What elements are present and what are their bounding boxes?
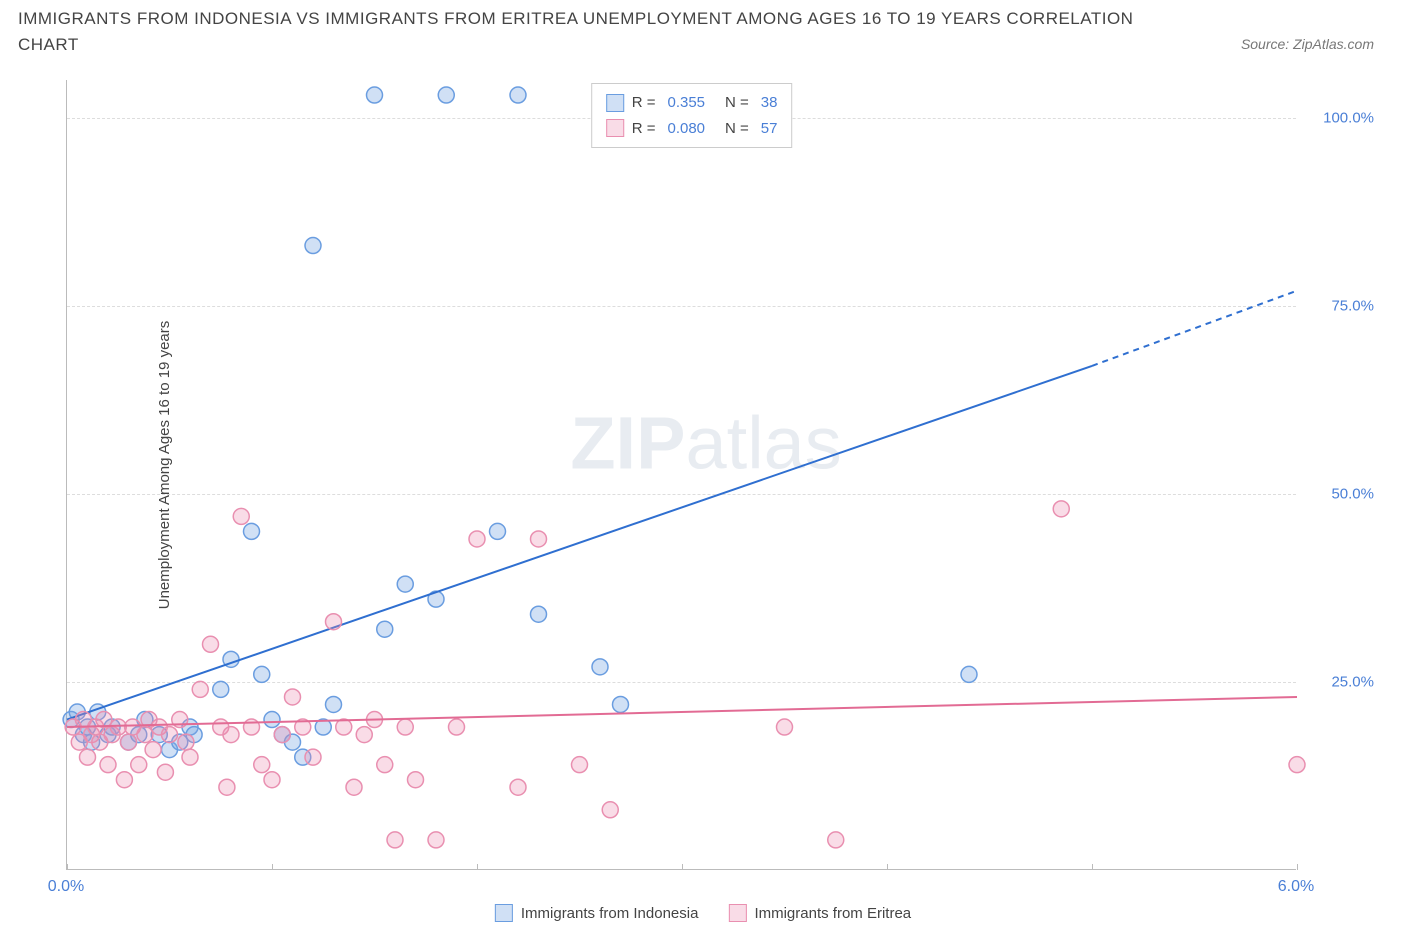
data-point: [428, 832, 444, 848]
data-point: [274, 727, 290, 743]
x-tick-mark: [887, 864, 888, 870]
y-tick-label: 100.0%: [1314, 109, 1374, 126]
y-tick-label: 50.0%: [1314, 485, 1374, 502]
x-tick-mark: [272, 864, 273, 870]
data-point: [285, 689, 301, 705]
legend-swatch-eritrea: [606, 119, 624, 137]
data-point: [1289, 757, 1305, 773]
data-point: [178, 734, 194, 750]
data-point: [192, 681, 208, 697]
x-tick-mark: [1092, 864, 1093, 870]
data-point: [356, 727, 372, 743]
y-tick-label: 75.0%: [1314, 297, 1374, 314]
data-point: [336, 719, 352, 735]
source-label: Source: ZipAtlas.com: [1241, 36, 1374, 52]
data-point: [264, 772, 280, 788]
data-point: [777, 719, 793, 735]
legend-swatch-indonesia: [606, 94, 624, 112]
data-point: [387, 832, 403, 848]
x-tick-label: 6.0%: [1278, 878, 1314, 896]
data-point: [961, 666, 977, 682]
data-point: [377, 621, 393, 637]
x-tick-mark: [1297, 864, 1298, 870]
y-tick-label: 25.0%: [1314, 673, 1374, 690]
plot-svg: [67, 80, 1296, 869]
data-point: [449, 719, 465, 735]
data-point: [254, 757, 270, 773]
data-point: [116, 772, 132, 788]
trend-line-dashed: [1092, 291, 1297, 366]
series-legend-eritrea: Immigrants from Eritrea: [728, 904, 911, 922]
data-point: [613, 696, 629, 712]
data-point: [157, 764, 173, 780]
data-point: [223, 727, 239, 743]
chart-container: IMMIGRANTS FROM INDONESIA VS IMMIGRANTS …: [0, 0, 1406, 930]
trend-line: [67, 697, 1297, 727]
data-point: [326, 614, 342, 630]
series-legend: Immigrants from Indonesia Immigrants fro…: [495, 904, 911, 922]
data-point: [592, 659, 608, 675]
plot-area: ZIPatlas R = 0.355 N = 38 R = 0.080 N = …: [66, 80, 1296, 870]
data-point: [244, 523, 260, 539]
data-point: [469, 531, 485, 547]
x-tick-mark: [477, 864, 478, 870]
data-point: [438, 87, 454, 103]
data-point: [531, 531, 547, 547]
legend-row-indonesia: R = 0.355 N = 38: [606, 90, 778, 116]
data-point: [510, 779, 526, 795]
data-point: [305, 749, 321, 765]
data-point: [326, 696, 342, 712]
data-point: [203, 636, 219, 652]
data-point: [162, 727, 178, 743]
chart-title: IMMIGRANTS FROM INDONESIA VS IMMIGRANTS …: [18, 6, 1138, 57]
data-point: [145, 742, 161, 758]
data-point: [219, 779, 235, 795]
series-legend-indonesia: Immigrants from Indonesia: [495, 904, 699, 922]
data-point: [397, 719, 413, 735]
data-point: [510, 87, 526, 103]
correlation-legend: R = 0.355 N = 38 R = 0.080 N = 57: [591, 83, 793, 148]
data-point: [182, 749, 198, 765]
data-point: [377, 757, 393, 773]
data-point: [397, 576, 413, 592]
data-point: [346, 779, 362, 795]
data-point: [233, 508, 249, 524]
data-point: [1053, 501, 1069, 517]
legend-swatch-icon: [495, 904, 513, 922]
data-point: [490, 523, 506, 539]
data-point: [121, 734, 137, 750]
data-point: [531, 606, 547, 622]
x-tick-mark: [67, 864, 68, 870]
x-tick-mark: [682, 864, 683, 870]
data-point: [254, 666, 270, 682]
trend-line: [67, 366, 1092, 720]
data-point: [131, 757, 147, 773]
data-point: [828, 832, 844, 848]
data-point: [602, 802, 618, 818]
legend-row-eritrea: R = 0.080 N = 57: [606, 116, 778, 142]
data-point: [213, 681, 229, 697]
legend-swatch-icon: [728, 904, 746, 922]
data-point: [305, 238, 321, 254]
x-tick-label: 0.0%: [48, 878, 84, 896]
data-point: [137, 727, 153, 743]
data-point: [264, 712, 280, 728]
data-point: [80, 749, 96, 765]
data-point: [100, 757, 116, 773]
data-point: [408, 772, 424, 788]
data-point: [572, 757, 588, 773]
data-point: [367, 87, 383, 103]
